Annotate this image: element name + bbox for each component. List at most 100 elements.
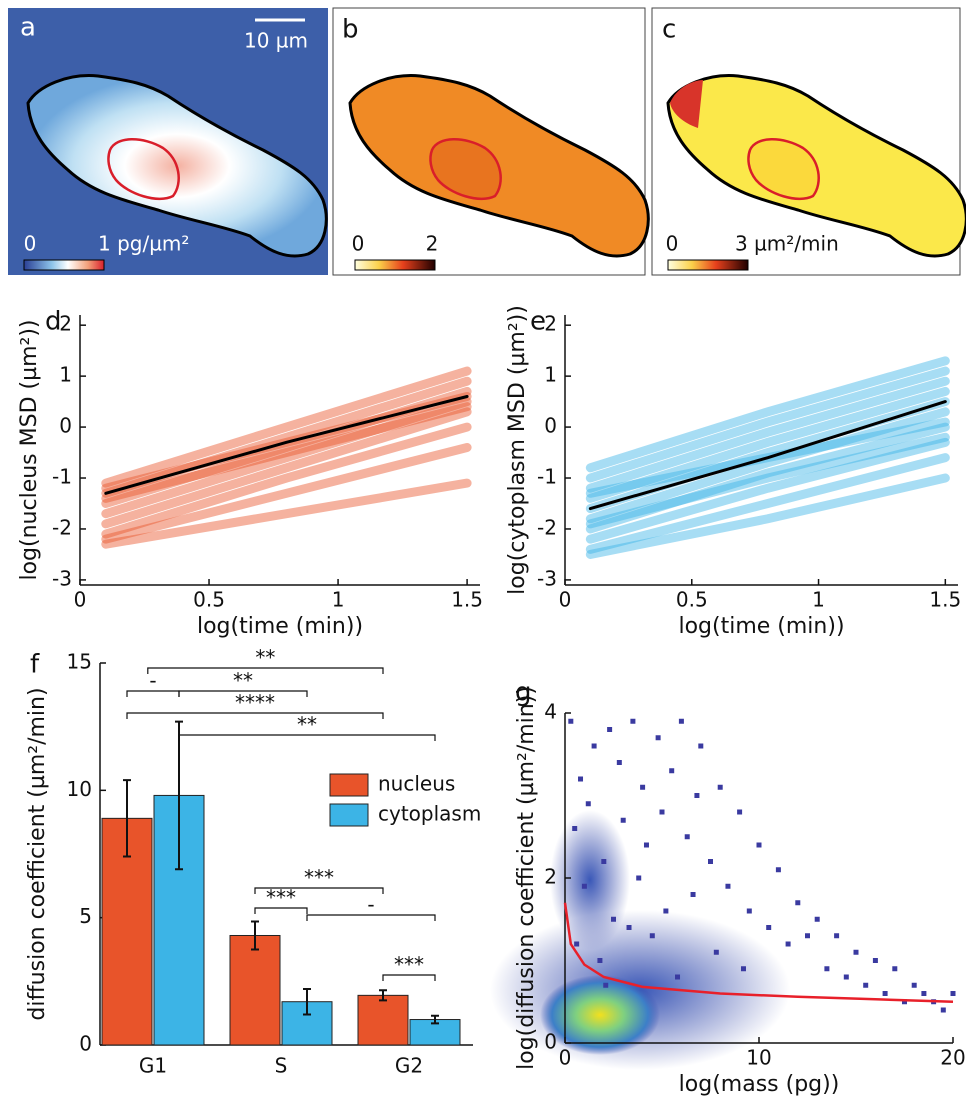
legend-label: nucleus [378, 772, 455, 796]
panel-letter: c [662, 15, 676, 45]
x-tick-label: 0 [74, 588, 87, 612]
trace-line [101, 376, 472, 498]
y-tick-label: 2 [544, 865, 557, 889]
x-tick-label: 0 [559, 1046, 572, 1070]
error-bar [431, 1014, 439, 1025]
error-bar [379, 989, 387, 1002]
significance-bracket [254, 887, 384, 894]
y-axis-label: log(nucleus MSD (µm²)) [17, 319, 42, 580]
x-axis-label: log(time (min)) [197, 614, 363, 639]
scatter-point [663, 908, 669, 914]
significance-label: *** [266, 886, 296, 910]
scatter-point [649, 933, 655, 939]
x-tick-label: G2 [395, 1054, 423, 1078]
scatter-point [795, 900, 801, 906]
colorbar [354, 259, 436, 271]
y-tick-label: 2 [544, 312, 557, 336]
scatter-point [737, 809, 743, 815]
mean-line [588, 400, 947, 511]
scatter-point [911, 982, 917, 988]
significance-label: *** [304, 866, 334, 890]
scatter-point [717, 784, 723, 790]
scatter-point [892, 966, 898, 972]
scatter-point [603, 982, 609, 988]
scatter-point [616, 760, 622, 765]
trace-line [101, 366, 472, 488]
legend-label: cytoplasm [378, 802, 481, 826]
scatter-point [863, 982, 869, 988]
error-bar [303, 987, 311, 1016]
scatter-point [572, 826, 578, 831]
scatter-point [766, 925, 772, 930]
colorbar-min: 0 [352, 232, 365, 256]
scatter-point [636, 875, 642, 881]
y-axis-label: log(cytoplasm MSD (µm²)) [505, 305, 530, 595]
x-tick-label: 1.5 [451, 588, 483, 612]
scatter-point [902, 999, 907, 1005]
scatter-point [756, 842, 762, 848]
scatter-point [708, 859, 713, 864]
x-axis-label: log(mass (pg)) [679, 1072, 840, 1097]
trace-line [585, 453, 950, 554]
x-tick-label: 0.5 [676, 588, 708, 612]
scatter-point [785, 941, 791, 947]
y-tick-label: -3 [52, 566, 72, 590]
scatter-point [834, 933, 840, 939]
trace-line [585, 473, 950, 559]
scatter-point [643, 842, 649, 848]
trace-line [101, 397, 472, 519]
trace-line [585, 386, 950, 503]
y-axis-label: diffusion coefficient (µm²/min) [25, 687, 50, 1020]
y-tick-label: 0 [544, 1030, 557, 1054]
fit-line [563, 902, 954, 1003]
y-tick-label: -1 [52, 465, 72, 489]
x-tick-label: S [275, 1054, 288, 1078]
trace-line [585, 432, 950, 529]
x-axis-label: log(time (min)) [678, 614, 844, 639]
trace-line [101, 442, 472, 544]
scatter-point [655, 735, 661, 741]
significance-label: *** [394, 953, 424, 977]
panel-letter: e [530, 307, 546, 337]
scatter-point [591, 743, 597, 749]
y-tick-label: 2 [59, 312, 72, 336]
scatter-point [678, 718, 684, 724]
scatter-point [630, 718, 636, 724]
y-axis-label: log(diffusion coefficient (µm²/min)) [514, 686, 539, 1070]
scatter-point [675, 974, 681, 980]
trace-line [585, 356, 950, 473]
y-tick-label: 5 [79, 904, 92, 928]
significance-bracket [306, 914, 436, 921]
trace-line [585, 366, 950, 483]
x-tick-label: 10 [746, 1046, 771, 1070]
scatter-point [814, 916, 820, 922]
scatter-point [725, 883, 731, 889]
scatter-point [921, 991, 927, 996]
x-tick-label: 1 [812, 588, 825, 612]
trace-line [585, 376, 950, 493]
colorbar-max: 2 [426, 232, 439, 256]
trace-line [101, 386, 472, 508]
scatter-point [626, 925, 632, 930]
scatter-point [620, 817, 626, 823]
colorbar [23, 259, 105, 271]
x-tick-label: 0.5 [193, 588, 225, 612]
y-tick-label: 15 [67, 650, 92, 674]
y-tick-label: -3 [537, 566, 557, 590]
scatter-point [601, 859, 607, 864]
error-bar [123, 779, 131, 858]
trace-line [585, 422, 950, 534]
y-tick-label: -1 [537, 465, 557, 489]
significance-label: ** [233, 669, 253, 693]
scatter-point [659, 809, 665, 815]
scatter-point [574, 941, 580, 947]
scatter-point [950, 991, 956, 996]
y-tick-label: 4 [544, 700, 557, 724]
colorbar-max: 1 pg/µm² [98, 232, 189, 256]
panel-letter: d [45, 307, 62, 337]
x-tick-label: 1.5 [929, 588, 961, 612]
y-tick-label: 1 [59, 363, 72, 387]
y-tick-label: 0 [544, 414, 557, 438]
scatter-point [843, 974, 849, 980]
